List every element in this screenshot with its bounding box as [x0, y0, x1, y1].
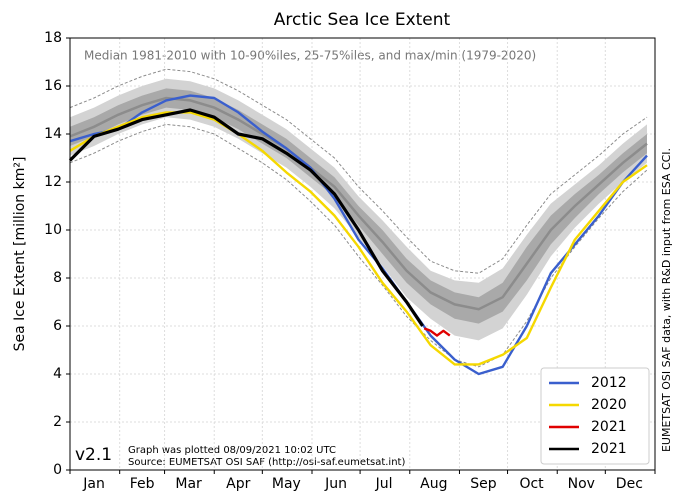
median-line: [69, 96, 648, 311]
series-line: [69, 94, 648, 376]
version: v2.1: [75, 445, 112, 465]
y-tick-label: 0: [53, 462, 62, 478]
extreme-line: [69, 68, 648, 274]
y-tick-label: 16: [44, 78, 62, 94]
legend-box: [540, 367, 650, 465]
y-tick-label: 6: [53, 318, 62, 334]
series-line: [69, 111, 648, 366]
chart-title: Arctic Sea Ice Extent: [274, 10, 451, 30]
y-tick-label: 14: [44, 126, 62, 142]
footnote: Graph was plotted 08/09/2021 10:02 UTC: [128, 445, 336, 456]
x-tick-label: May: [272, 476, 301, 492]
legend-label: 2021: [591, 441, 627, 457]
percentile-band: [70, 88, 647, 324]
x-tick-label: Nov: [568, 476, 595, 492]
x-tick-label: Dec: [616, 476, 643, 492]
x-tick-label: Oct: [519, 476, 544, 492]
y-axis-label: Sea Ice Extent [million km²]: [12, 157, 28, 352]
series-line: [423, 327, 451, 337]
legend-label: 2021: [591, 419, 627, 435]
side-note: EUMETSAT OSI SAF data, with R&D input fr…: [660, 148, 673, 452]
y-tick-label: 18: [44, 30, 62, 46]
x-tick-label: Jan: [82, 476, 105, 492]
y-tick-label: 4: [53, 366, 62, 382]
legend-label: 2020: [591, 397, 627, 413]
y-tick-label: 10: [44, 222, 62, 238]
x-tick-label: Sep: [470, 476, 497, 492]
subtitle: Median 1981-2010 with 10-90%iles, 25-75%…: [84, 49, 536, 63]
x-tick-label: Jun: [324, 476, 347, 492]
x-tick-label: Aug: [420, 476, 447, 492]
x-tick-label: Mar: [175, 476, 202, 492]
y-tick-label: 12: [44, 174, 62, 190]
y-tick-label: 8: [53, 270, 62, 286]
series-line: [68, 108, 424, 327]
x-tick-label: Apr: [226, 476, 250, 492]
plot: [68, 68, 648, 376]
footnote: Source: EUMETSAT OSI SAF (http://osi-saf…: [128, 457, 405, 468]
x-tick-label: Feb: [130, 476, 155, 492]
x-tick-label: Jul: [375, 476, 393, 492]
y-tick-label: 2: [53, 414, 62, 430]
plot-frame: [69, 37, 656, 471]
legend-label: 2012: [591, 375, 627, 391]
